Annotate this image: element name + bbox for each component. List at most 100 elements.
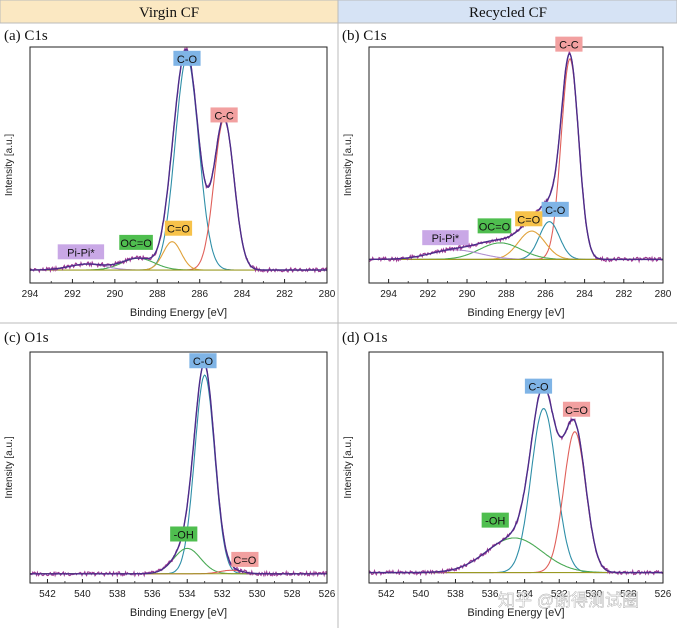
x-tick-label: 282 [615, 289, 632, 300]
header-bar-right [337, 0, 677, 24]
x-tick-label: 294 [380, 289, 397, 300]
x-tick-label: 290 [107, 289, 124, 300]
fitted-envelope-line [30, 363, 327, 575]
peak-label-bg [210, 107, 238, 123]
y-axis-label: Intensity [a.u.] [4, 436, 15, 498]
peak-label-bg [477, 218, 512, 234]
peak-label-bg [481, 512, 509, 528]
peak-label-bg [422, 230, 469, 246]
peak-label-text: -OH [485, 516, 505, 528]
y-axis-label: Intensity [a.u.] [343, 134, 354, 196]
peak-label-bg [562, 401, 591, 417]
peak-component-c-c [369, 58, 663, 260]
x-axis-label: Binding Energy [eV] [130, 307, 227, 319]
x-tick-label: 286 [537, 289, 554, 300]
peak-label-text: OC=O [479, 221, 511, 233]
raw-spectrum-line [369, 383, 663, 577]
peak-component-oc-o [30, 257, 327, 271]
x-tick-label: 542 [39, 589, 56, 600]
peak-label-bg [555, 36, 583, 52]
plot-frame [368, 46, 664, 284]
panel-c-label: (c) O1s [4, 330, 49, 346]
peak-label-text: -OH [174, 529, 194, 541]
peak-label-text: C-C [559, 40, 579, 52]
peak-label-bg [189, 353, 217, 369]
x-tick-label: 292 [419, 289, 436, 300]
panel-a-label: (a) C1s [4, 28, 48, 44]
peak-label-bg [119, 234, 153, 250]
x-tick-label: 530 [585, 589, 602, 600]
x-tick-label: 292 [64, 289, 81, 300]
peak-component-c-o [369, 221, 663, 260]
x-tick-label: 528 [284, 589, 301, 600]
chart-panel-c: 542 540 538 536 534 532 530 528 526 Binding Energ… [4, 351, 336, 619]
header-virgin-cf: Virgin CF [139, 5, 199, 21]
x-tick-label: 280 [655, 289, 672, 300]
x-tick-label: 538 [109, 589, 126, 600]
x-axis-label: Binding Energy [eV] [130, 607, 227, 619]
peak-label-text: C-O [193, 356, 214, 368]
peak-label-bg [515, 211, 543, 227]
plot-area [369, 49, 663, 264]
y-axis-label: Intensity [a.u.] [4, 134, 15, 196]
x-tick-label: 284 [234, 289, 251, 300]
chart-panel-b: 294 292 290 288 286 284 282 280 Binding Energy [… [343, 36, 672, 319]
peak-label-bg [524, 378, 553, 394]
peak-label-c-o: C=O [515, 211, 543, 227]
peak-label-c-o: C-O [541, 201, 569, 217]
plot-area [369, 383, 663, 577]
peak-label-text: C=O [517, 214, 540, 226]
peak-label-pi-pi-: Pi-Pi* [422, 230, 469, 246]
peak-label-text: C-O [545, 205, 566, 217]
peak-label-c-o: C-O [524, 378, 553, 394]
peak-component-c-o [369, 230, 663, 260]
peak-label-oc-o: OC=O [119, 234, 153, 250]
x-axis-label: Binding Energy [eV] [467, 307, 564, 319]
peak-label-text: C-C [214, 110, 234, 122]
peak-component--oh [369, 537, 663, 574]
plot-frame [29, 351, 328, 584]
x-tick-label: 534 [516, 589, 533, 600]
plot-frame [368, 351, 664, 584]
x-tick-label: 288 [498, 289, 515, 300]
peak-label-bg [173, 50, 201, 66]
peak-label-text: OC=O [120, 238, 152, 250]
raw-spectrum-line [30, 363, 327, 578]
peak-label-oc-o: OC=O [477, 218, 512, 234]
peak-label--oh: -OH [481, 512, 509, 528]
panel-b-label: (b) C1s [342, 28, 387, 44]
x-tick-label: 530 [249, 589, 266, 600]
peak-component--oh [30, 547, 327, 575]
x-tick-label: 526 [655, 589, 672, 600]
peak-label-text: C-O [177, 54, 198, 66]
peak-label-c-o: C=O [231, 551, 259, 567]
x-tick-label: 290 [459, 289, 476, 300]
x-tick-label: 288 [149, 289, 166, 300]
x-tick-label: 280 [319, 289, 336, 300]
x-tick-label: 282 [276, 289, 293, 300]
x-tick-label: 538 [447, 589, 464, 600]
peak-label-text: Pi-Pi* [67, 247, 95, 259]
fitted-envelope-line [30, 48, 327, 271]
plot-area [30, 47, 327, 274]
chart-panel-d: 542 540 538 536 534 532 530 528 526 Binding Energ… [343, 351, 672, 619]
y-axis-label: Intensity [a.u.] [343, 436, 354, 498]
watermark: 知乎 @谢得测试圈 [498, 591, 639, 610]
peak-label-bg [541, 201, 569, 217]
chart-panel-a: 294 292 290 288 286 284 282 280 Binding Energy [… [4, 46, 336, 319]
peak-label-bg [170, 526, 198, 542]
fitted-envelope-line [369, 385, 663, 574]
raw-spectrum-line [369, 49, 663, 264]
x-tick-label: 536 [144, 589, 161, 600]
x-tick-label: 526 [319, 589, 336, 600]
peak-label-bg [57, 244, 105, 260]
x-tick-label: 536 [482, 589, 499, 600]
x-tick-label: 540 [74, 589, 91, 600]
x-tick-label: 532 [551, 589, 568, 600]
peak-label-c-o: C-O [189, 353, 217, 369]
peak-label-c-o: C-O [173, 50, 201, 66]
peak-component-c-o [369, 408, 663, 574]
x-tick-label: 540 [413, 589, 430, 600]
peak-label-pi-pi-: Pi-Pi* [57, 244, 105, 260]
